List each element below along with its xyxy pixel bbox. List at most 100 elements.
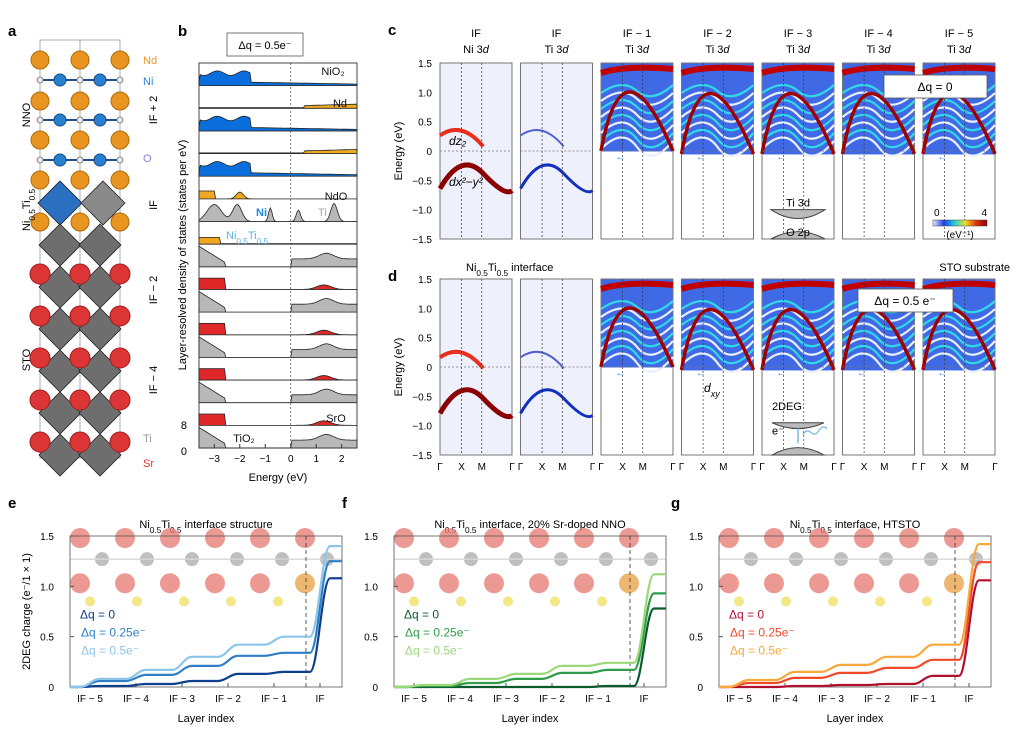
text-span: interface, 20% Sr-doped NNO <box>476 519 626 531</box>
sr-atom <box>529 528 549 548</box>
band-line <box>437 162 514 195</box>
ni-species-label: Ni <box>256 207 267 219</box>
subscript: 0.5 <box>465 526 477 535</box>
sr-atom <box>29 263 51 285</box>
x-tick-label: IF − 3 <box>169 694 195 705</box>
layer-label: IF + 2 <box>148 96 160 124</box>
panel-label: f <box>342 495 348 512</box>
text-span: d <box>804 44 811 56</box>
schematic-label-o2p: O 2p <box>786 227 810 239</box>
subscript: 0.5 <box>476 269 488 278</box>
y-tick-label: 0.5 <box>689 633 703 644</box>
arrow-icon: ← <box>857 152 867 163</box>
y-axis-label: Layer-resolved density of states (states… <box>177 140 189 371</box>
y-tick-label: −1.5 <box>412 235 432 246</box>
panel-label: d <box>388 268 397 285</box>
orbital-label-dz2: dz₂ <box>449 134 467 148</box>
x-tick-label: IF − 1 <box>910 694 936 705</box>
y-tick-label: 1.5 <box>418 275 432 286</box>
sr-atom <box>899 528 919 548</box>
column-layer-label: IF − 1 <box>623 28 651 40</box>
charge-density-blob <box>828 596 838 607</box>
column-layer-label: IF − 2 <box>703 28 731 40</box>
sr-atom <box>109 431 131 453</box>
band-subpanel <box>437 62 514 240</box>
band-subpanel <box>519 278 594 456</box>
x-tick-label: 2 <box>339 454 345 465</box>
subscript: 0.5 <box>28 209 37 221</box>
sr-atom <box>619 573 639 594</box>
sr-atom <box>160 528 180 548</box>
panel-d-subtitle: STO substrate <box>939 262 1010 274</box>
sr-atom <box>69 305 91 327</box>
x-tick-label: IF <box>316 694 325 705</box>
column-orbital-label: Ti 3d <box>947 44 972 56</box>
band-line <box>600 128 674 149</box>
series-line <box>719 542 992 689</box>
panel-label: c <box>388 22 396 39</box>
sr-atom <box>70 528 90 548</box>
band-line <box>680 128 755 149</box>
band-line <box>680 299 755 314</box>
sr-atom <box>250 528 270 548</box>
band-line <box>841 344 916 365</box>
band-dxy-parabola <box>679 91 756 155</box>
band-line <box>761 352 835 373</box>
band-line <box>600 91 674 106</box>
band-dxy-parabola <box>840 91 917 155</box>
panel-c-band-structure-dq0: c 1.5 1.0 0.5 0 −0.5 −1.0 −1.5 Energy (eV) IF Ni 3… <box>388 22 997 246</box>
y-axis-label: Energy (eV) <box>393 338 405 397</box>
dq-box-label: Δq = 0.5 e⁻ <box>874 294 935 308</box>
series-line <box>70 544 343 689</box>
plot-frame <box>718 535 992 688</box>
x-tick-label: −1 <box>260 454 272 465</box>
legend-entry: Δq = 0 <box>729 608 764 622</box>
band-line <box>841 136 916 157</box>
series-line <box>394 573 667 689</box>
band-line <box>922 98 996 115</box>
x-tick-label: −3 <box>209 454 221 465</box>
element-label-nd: Nd <box>143 55 157 67</box>
structure-illustration <box>394 528 666 607</box>
band-line <box>841 121 916 140</box>
band-line <box>600 83 674 98</box>
x-tick-label: IF − 2 <box>539 694 565 705</box>
band-line <box>841 91 916 106</box>
band-line <box>600 121 674 140</box>
y-tick-label: 1.5 <box>689 532 703 543</box>
nd-atom <box>30 91 50 111</box>
arrow-icon: ← <box>776 152 786 163</box>
text-span: Ni <box>139 519 149 531</box>
kpath-label: Γ <box>670 462 676 473</box>
band-line <box>600 314 674 331</box>
band-line <box>600 98 674 115</box>
sr-atom <box>69 431 91 453</box>
schematic-label-ti3d: Ti 3d <box>786 198 810 210</box>
sr-atom <box>295 573 315 594</box>
ti-species-label: Ti <box>318 207 327 219</box>
text-span: d <box>643 44 650 56</box>
kpath-label: X <box>780 462 787 473</box>
text-span: Ni <box>434 519 444 531</box>
nd-atom <box>110 130 130 150</box>
arrow-icon: ← <box>696 368 706 379</box>
band-line <box>680 121 755 140</box>
sr-atom <box>250 573 270 594</box>
band-subpanel <box>599 278 675 456</box>
y-tick-label: 1.0 <box>364 582 378 593</box>
text-span: interface, HTSTO <box>832 519 921 531</box>
band-dxy-parabola <box>760 307 836 371</box>
kpath-label: Γ <box>437 462 443 473</box>
kpath-label: M <box>800 462 808 473</box>
o-atom <box>36 76 44 84</box>
kpath-label: Γ <box>759 462 765 473</box>
orbital-label-dx2y2: dx²−y² <box>449 175 484 189</box>
band-line <box>680 83 755 98</box>
sr-atom <box>109 347 131 369</box>
y-tick-label: 1.5 <box>418 59 432 70</box>
element-label-o: O <box>143 153 152 165</box>
octahedron <box>38 223 82 267</box>
photon-wave-icon <box>802 426 828 435</box>
sr-atom <box>205 573 225 594</box>
band-line <box>922 121 996 140</box>
